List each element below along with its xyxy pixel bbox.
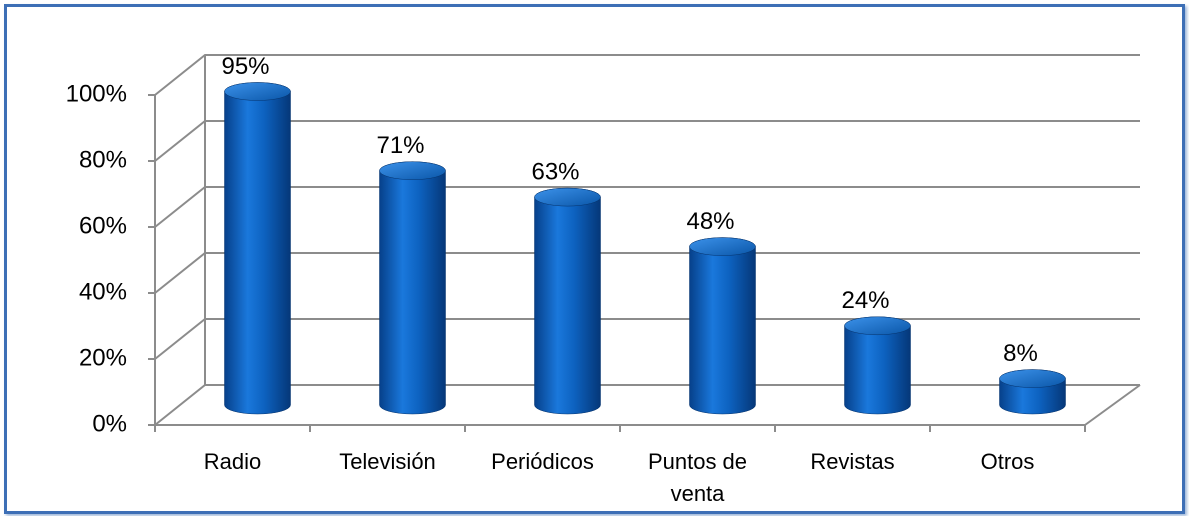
grid-line (154, 318, 1140, 360)
value-label: 8% (1003, 340, 1038, 367)
value-label: 95% (221, 53, 269, 80)
y-tick-label: 80% (79, 146, 127, 173)
value-label: 63% (531, 158, 579, 185)
y-tick-label: 60% (79, 212, 127, 239)
grid-line (154, 54, 1140, 96)
cylinder (224, 82, 291, 415)
x-tick-label: Otros (980, 449, 1035, 474)
floor-right-edge (1084, 384, 1141, 426)
x-tick-label: Puntos de venta (647, 449, 748, 506)
y-tick-label: 40% (79, 278, 127, 305)
y-tick-label: 100% (66, 80, 127, 107)
grid-line (154, 120, 1140, 162)
value-label: 24% (841, 287, 889, 314)
x-tick-label: Periódicos (491, 449, 594, 474)
cylinder (379, 161, 446, 415)
value-label: 48% (686, 208, 734, 235)
y-tick-label: 20% (79, 344, 127, 371)
y-tick-label: 0% (92, 410, 127, 437)
x-tick-label: Televisión (339, 449, 436, 474)
x-tick-label: Radio (203, 449, 262, 474)
grid-line (154, 186, 1140, 228)
cylinder-top (534, 187, 601, 207)
grid-line (154, 252, 1140, 294)
cylinder-top (844, 316, 911, 336)
cylinder-top (689, 237, 756, 256)
x-tick-label: Revistas (810, 449, 895, 474)
cylinder-top (224, 82, 291, 101)
cylinder-top (379, 161, 446, 180)
value-label: 71% (376, 132, 424, 159)
cylinder (534, 187, 601, 415)
grid-line (154, 384, 1140, 426)
cylinder-top (999, 369, 1066, 388)
cylinder (689, 237, 756, 415)
